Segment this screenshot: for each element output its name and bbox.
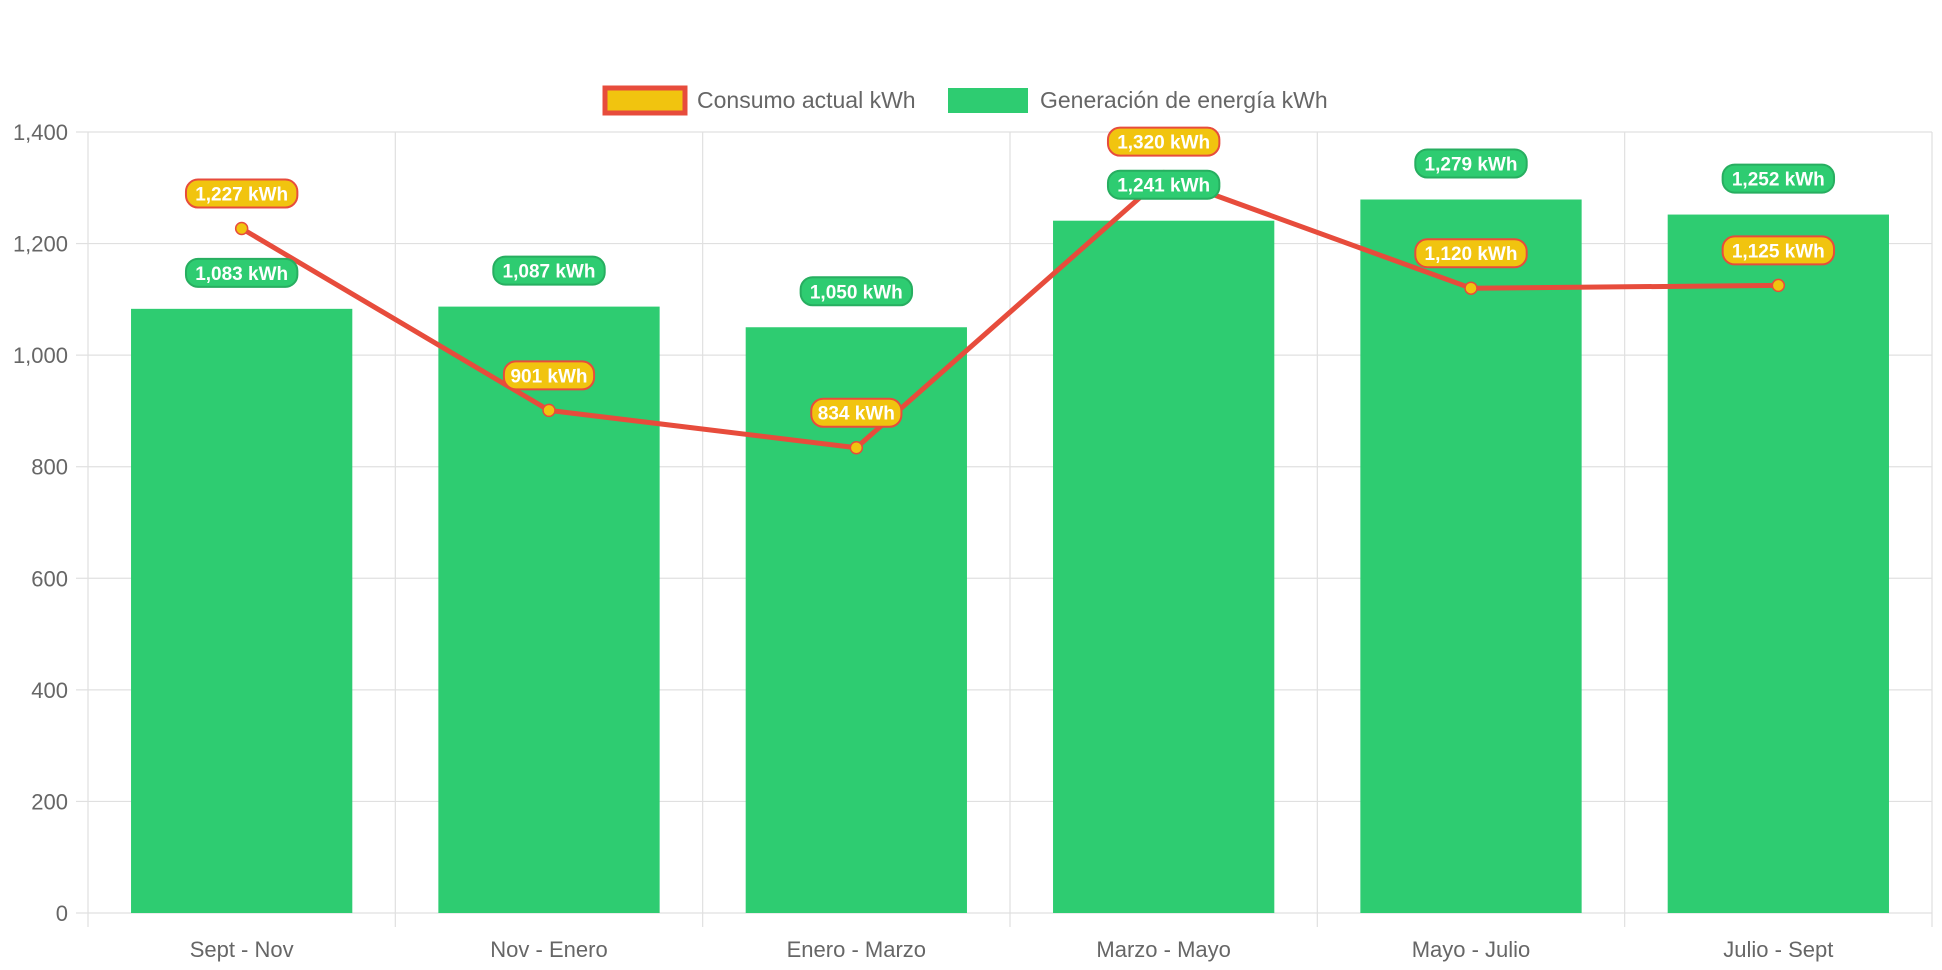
bar-data-label-text: 1,050 kWh (810, 282, 903, 303)
y-tick-label: 0 (56, 901, 68, 926)
line-data-label-text: 834 kWh (818, 404, 895, 425)
y-tick-label: 600 (31, 566, 68, 591)
bar (1053, 220, 1275, 913)
legend-item-consumo[interactable]: Consumo actual kWh (602, 85, 916, 116)
legend-label-generacion: Generación de energía kWh (1040, 87, 1328, 113)
bar-data-label: 1,252 kWh (1721, 163, 1836, 194)
line-data-label: 1,125 kWh (1721, 235, 1836, 266)
grid-lines (76, 131, 1933, 927)
line-data-label: 1,120 kWh (1414, 238, 1528, 269)
bar-data-label-bg (1414, 148, 1528, 179)
bar-data-label: 1,083 kWh (184, 257, 299, 288)
x-tick-label: Julio - Sept (1723, 937, 1833, 962)
bar (131, 308, 353, 914)
bar-data-label-bg (1721, 163, 1836, 194)
bar-data-label-text: 1,279 kWh (1425, 155, 1518, 176)
bar-data-label: 1,050 kWh (799, 276, 914, 307)
line-data-label: 834 kWh (810, 397, 903, 428)
line-data-label-text: 901 kWh (510, 366, 587, 387)
y-tick-label: 200 (31, 789, 68, 814)
line-point (234, 221, 249, 236)
bar-data-label: 1,087 kWh (492, 255, 606, 286)
line-data-label-text: 1,125 kWh (1732, 241, 1825, 262)
line-data-label-text: 1,120 kWh (1425, 244, 1518, 265)
data-labels: 1,083 kWh 1,087 kWh 1,050 kWh 1,241 kWh 1,27… (184, 126, 1836, 428)
axis-tick-labels: 0 200 400 600 800 1,000 1,200 1,400 Sept - Nov No… (13, 120, 1833, 962)
bar-data-label-bg (799, 276, 914, 307)
line-data-label-text: 1,227 kWh (195, 185, 288, 206)
bar-data-label-text: 1,241 kWh (1117, 176, 1210, 197)
line-data-label-text: 1,320 kWh (1117, 133, 1210, 154)
legend-label-consumo: Consumo actual kWh (697, 87, 916, 113)
bar-data-label-text: 1,252 kWh (1732, 170, 1825, 191)
line-data-label-bg (810, 397, 903, 428)
y-tick-label: 800 (31, 455, 68, 480)
line-point (1464, 281, 1478, 295)
bar-data-label: 1,241 kWh (1106, 169, 1221, 200)
bar-data-label-text: 1,087 kWh (503, 262, 596, 283)
y-tick-label: 1,400 (13, 120, 68, 145)
bar-data-label-text: 1,083 kWh (195, 264, 288, 285)
legend-swatch-consumo (602, 85, 688, 116)
line-data-label-bg (502, 360, 596, 391)
bar-data-label-bg (1106, 169, 1221, 200)
y-tick-label: 400 (31, 678, 68, 703)
legend-item-generacion[interactable]: Generación de energía kWh (948, 87, 1328, 113)
line-data-label: 1,227 kWh (184, 178, 299, 209)
line-data-label: 1,320 kWh (1106, 126, 1221, 157)
y-tick-label: 1,200 (13, 232, 68, 257)
line-path (240, 174, 1779, 451)
bar (1667, 214, 1889, 913)
legend[interactable]: Consumo actual kWh Generación de energía … (602, 85, 1328, 116)
x-tick-label: Sept - Nov (190, 937, 294, 962)
line-point (849, 440, 864, 455)
x-tick-label: Marzo - Mayo (1096, 937, 1230, 962)
y-tick-label: 1,000 (13, 343, 68, 368)
x-tick-label: Nov - Enero (490, 937, 607, 962)
bar-data-label: 1,279 kWh (1414, 148, 1528, 179)
line-data-label-bg (1106, 126, 1221, 157)
bar-data-label-bg (184, 257, 299, 288)
bar (1360, 199, 1582, 913)
bar-data-label-bg (492, 255, 606, 286)
legend-swatch-generacion (948, 88, 1028, 113)
line-data-label-bg (1721, 235, 1836, 266)
x-tick-label: Mayo - Julio (1412, 937, 1531, 962)
line-point (1771, 278, 1786, 293)
bar (438, 306, 660, 914)
line-point (542, 403, 556, 418)
line-data-label-bg (184, 178, 299, 209)
x-tick-label: Enero - Marzo (787, 937, 926, 962)
line-data-label: 901 kWh (502, 360, 596, 391)
line-data-label-bg (1414, 238, 1528, 269)
